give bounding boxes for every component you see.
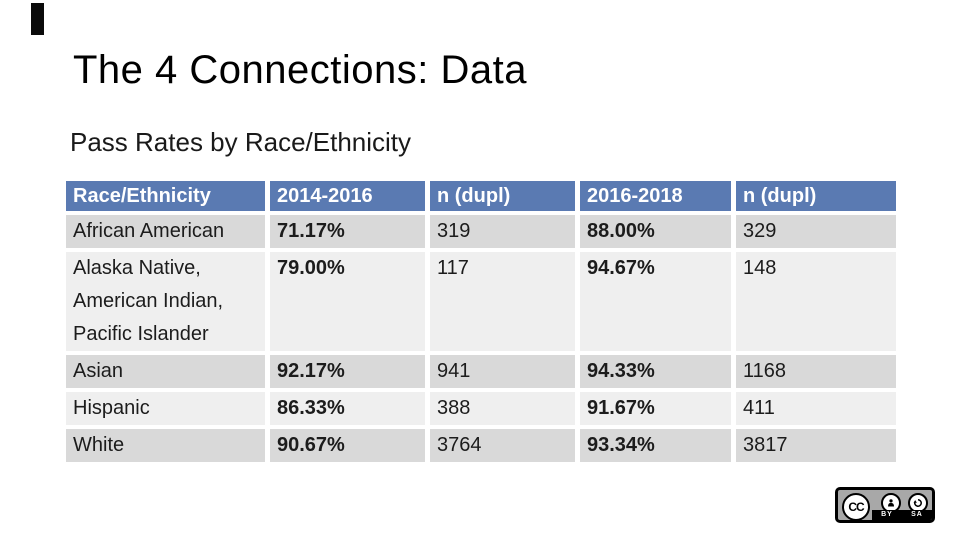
col-header-n-dupl-2: n (dupl) (736, 181, 896, 211)
table-row-cell: 148 (736, 252, 896, 351)
table-row-cell: Hispanic (66, 392, 265, 425)
cc-label-strip: BY SA (872, 510, 932, 520)
table-row-cell: Asian (66, 355, 265, 388)
pass-rates-table: Race/Ethnicity 2014-2016 n (dupl) 2016-2… (66, 181, 896, 462)
black-accent-bar (31, 3, 44, 35)
table-row-cell: 3817 (736, 429, 896, 462)
table-row-cell: Alaska Native, American Indian, Pacific … (66, 252, 265, 351)
table-row-cell: 79.00% (270, 252, 425, 351)
cc-logo-icon: CC (842, 493, 870, 521)
table-row-cell: 329 (736, 215, 896, 248)
slide-title: The 4 Connections: Data (73, 48, 527, 92)
table-row-cell: 86.33% (270, 392, 425, 425)
table-row-cell: 411 (736, 392, 896, 425)
table-row-cell: 88.00% (580, 215, 731, 248)
table-row-cell: 92.17% (270, 355, 425, 388)
col-header-2014-2016: 2014-2016 (270, 181, 425, 211)
table-row-cell: 90.67% (270, 429, 425, 462)
cc-sa-label: SA (911, 511, 923, 518)
cc-by-label: BY (881, 511, 893, 518)
table-row-cell: 94.33% (580, 355, 731, 388)
col-header-n-dupl-1: n (dupl) (430, 181, 575, 211)
slide-subtitle: Pass Rates by Race/Ethnicity (70, 127, 412, 157)
table-row-cell: 388 (430, 392, 575, 425)
table-row-cell: White (66, 429, 265, 462)
table-row-cell: 3764 (430, 429, 575, 462)
cc-badge-panel: CC BY SA (838, 490, 932, 521)
cc-logo-text: CC (848, 500, 864, 514)
table-row-cell: 941 (430, 355, 575, 388)
table-row-cell: 117 (430, 252, 575, 351)
table-row-cell: 91.67% (580, 392, 731, 425)
table-row-cell: 93.34% (580, 429, 731, 462)
table-row-cell: 94.67% (580, 252, 731, 351)
table-row-cell: African American (66, 215, 265, 248)
cc-license-badge[interactable]: CC BY SA (835, 487, 935, 523)
col-header-race-ethnicity: Race/Ethnicity (66, 181, 265, 211)
table-row-cell: 71.17% (270, 215, 425, 248)
col-header-2016-2018: 2016-2018 (580, 181, 731, 211)
table-row-cell: 319 (430, 215, 575, 248)
table-row-cell: 1168 (736, 355, 896, 388)
